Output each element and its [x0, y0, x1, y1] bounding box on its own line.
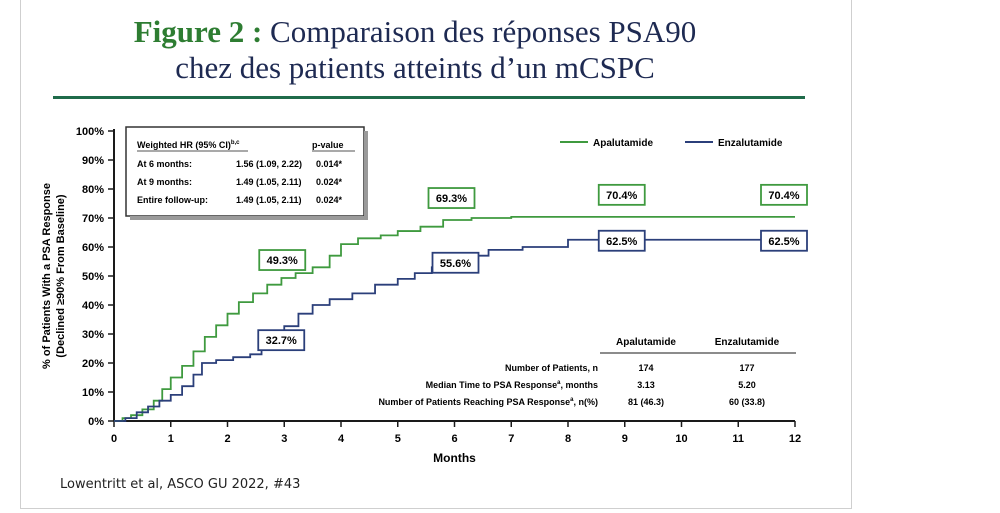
hr-row-label: At 6 months:	[137, 159, 192, 169]
summary-row-sup: a	[570, 397, 574, 403]
x-tick-label: 0	[111, 433, 117, 445]
hr-table-box	[125, 126, 365, 217]
x-tick-label: 4	[338, 433, 345, 445]
y-tick-label: 30%	[82, 329, 104, 341]
y-tick-label: 50%	[82, 271, 104, 283]
x-tick-label: 5	[395, 433, 401, 445]
annotation-label: 32.7%	[266, 335, 297, 347]
annotation-box	[427, 187, 476, 209]
x-tick-label: 6	[451, 433, 457, 445]
x-tick-label: 8	[565, 433, 571, 445]
annotation-label: 70.4%	[768, 190, 799, 202]
annotation-label: 49.3%	[267, 255, 298, 267]
summary-cell: 3.13	[637, 380, 655, 390]
hr-row-value: 1.49 (1.05, 2.11)	[236, 195, 302, 205]
annotation-label: 69.3%	[436, 193, 467, 205]
hr-row-pvalue: 0.024*	[316, 195, 343, 205]
summary-row-sup: a	[557, 380, 561, 386]
summary-row-label: Median Time to PSA Responsea, months	[426, 380, 598, 390]
annotation-box	[431, 251, 480, 274]
figure-frame	[20, 0, 852, 509]
y-tick-label: 40%	[82, 300, 104, 312]
hr-row-value: 1.49 (1.05, 2.11)	[236, 177, 302, 187]
x-tick-label: 11	[732, 433, 744, 445]
x-tick-label: 1	[168, 433, 174, 445]
legend-label: Apalutamide	[593, 138, 653, 149]
x-tick-label: 7	[508, 433, 514, 445]
summary-row-suffix: , months	[561, 380, 599, 390]
title-divider	[53, 96, 805, 99]
x-tick-label: 10	[675, 433, 687, 445]
summary-row-label: Number of Patients, n	[505, 363, 598, 373]
annotation-box	[257, 329, 306, 352]
hr-table-header-sup: b,c	[231, 140, 240, 146]
hr-row-value: 1.56 (1.09, 2.22)	[236, 159, 302, 169]
summary-col-header: Enzalutamide	[715, 337, 780, 348]
hr-row-pvalue: 0.014*	[316, 159, 343, 169]
y-tick-label: 90%	[82, 155, 104, 167]
annotation-box	[258, 249, 307, 271]
legend-label: Enzalutamide	[718, 138, 783, 149]
annotation-label: 70.4%	[606, 190, 637, 202]
figure-title: Figure 2 : Comparaison des réponses PSA9…	[0, 14, 830, 86]
hr-table-header: Weighted HR (95% CI)b,c	[137, 140, 240, 150]
source-citation: Lowentritt et al, ASCO GU 2022, #43	[60, 477, 301, 492]
annotation-label: 62.5%	[768, 236, 799, 248]
title-text-1: Comparaison des réponses PSA90	[270, 14, 697, 49]
annotation-box	[597, 229, 646, 252]
hr-row-label: At 9 months:	[137, 177, 192, 187]
x-tick-label: 12	[789, 433, 801, 445]
hr-table-pvalue-header: p-value	[312, 140, 344, 150]
y-axis-label: % of Patients With a PSA Response	[41, 183, 53, 369]
hr-table-shadow-bottom	[130, 216, 368, 220]
summary-cell: 60 (33.8)	[729, 397, 765, 407]
title-text-2: chez des patients atteints d’un mCSPC	[175, 50, 655, 85]
x-axis-label: Months	[433, 451, 476, 465]
annotation-box	[597, 183, 646, 206]
series-line-apalutamide	[114, 215, 795, 422]
annotation-box	[760, 183, 808, 206]
y-tick-label: 100%	[76, 126, 104, 138]
hr-row-pvalue: 0.024*	[316, 177, 343, 187]
x-tick-label: 3	[281, 433, 287, 445]
y-axis-label-2: (Declined ≥90% From Baseline)	[55, 194, 67, 357]
y-tick-label: 80%	[82, 184, 104, 196]
summary-cell: 5.20	[738, 380, 756, 390]
annotation-label: 62.5%	[606, 236, 637, 248]
y-tick-label: 70%	[82, 213, 104, 225]
x-tick-label: 2	[224, 433, 230, 445]
figure-label: Figure 2 :	[133, 14, 263, 49]
annotation-label: 55.6%	[440, 258, 471, 270]
annotation-box	[760, 229, 808, 252]
summary-row-label: Number of Patients Reaching PSA Response…	[378, 397, 598, 407]
summary-col-header: Apalutamide	[616, 337, 676, 348]
summary-row-suffix: , n(%)	[574, 397, 599, 407]
y-tick-label: 20%	[82, 358, 104, 370]
summary-cell: 174	[638, 363, 653, 373]
y-tick-label: 10%	[82, 387, 104, 399]
hr-row-label: Entire follow-up:	[137, 195, 208, 205]
y-tick-label: 0%	[88, 416, 104, 428]
summary-cell: 177	[739, 363, 754, 373]
title-line-1: Figure 2 : Comparaison des réponses PSA9…	[0, 14, 830, 50]
hr-table-shadow-right	[364, 131, 368, 220]
x-tick-label: 9	[622, 433, 628, 445]
y-tick-label: 60%	[82, 242, 104, 254]
summary-cell: 81 (46.3)	[628, 397, 664, 407]
